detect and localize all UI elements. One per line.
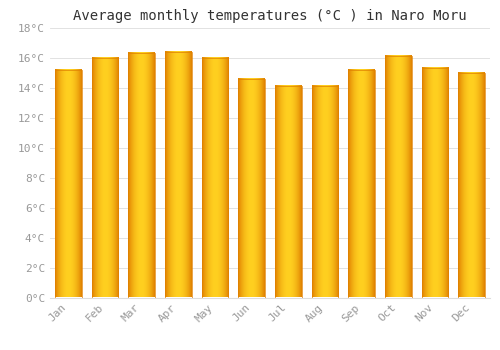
Bar [312, 86, 338, 298]
Bar [238, 79, 265, 298]
Bar [385, 56, 411, 298]
Bar [92, 58, 118, 298]
Bar [275, 86, 301, 298]
Bar [55, 70, 82, 298]
Bar [128, 54, 155, 298]
Bar [422, 69, 448, 298]
Bar [348, 70, 375, 298]
Bar [458, 73, 485, 298]
Bar [165, 52, 192, 298]
Bar [202, 58, 228, 298]
Title: Average monthly temperatures (°C ) in Naro Moru: Average monthly temperatures (°C ) in Na… [73, 9, 467, 23]
